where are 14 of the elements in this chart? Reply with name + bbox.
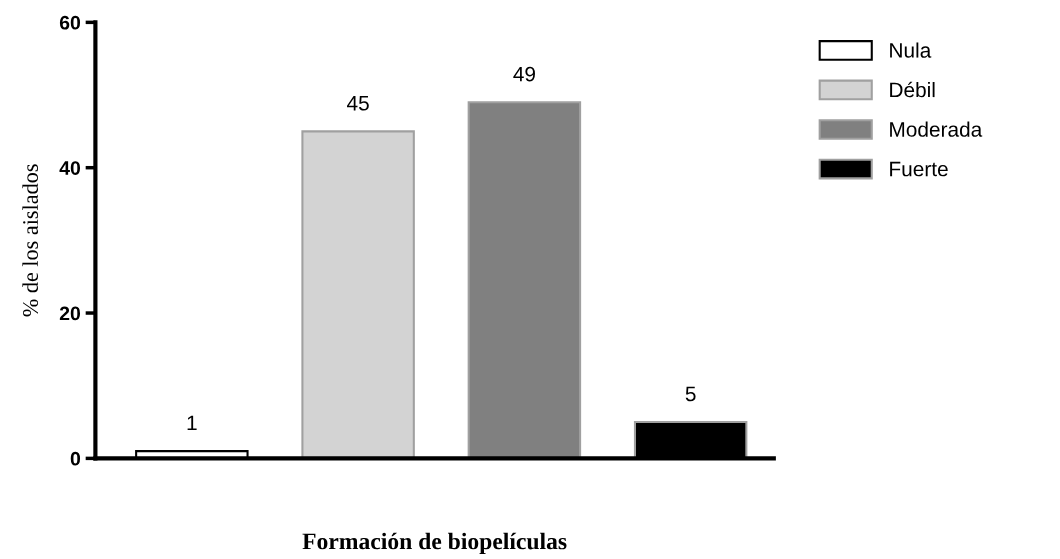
legend-label: Fuerte	[890, 161, 948, 177]
data-label: 49	[513, 66, 535, 82]
y-tick-label: 0	[70, 451, 81, 466]
data-label: 5	[685, 386, 696, 402]
y-tick-label: 40	[59, 161, 81, 175]
y-tick-label: 20	[59, 306, 81, 321]
x-axis-title: Formación de biopelículas	[302, 532, 567, 555]
data-label: 45	[347, 96, 369, 111]
legend-label: Moderada	[890, 121, 983, 137]
legend-label: Nula	[890, 42, 932, 58]
data-label: 1	[187, 415, 197, 431]
legend-label: Débil	[890, 81, 935, 98]
y-axis-title: % de los aislados	[22, 164, 39, 317]
y-tick-label: 60	[59, 15, 81, 30]
